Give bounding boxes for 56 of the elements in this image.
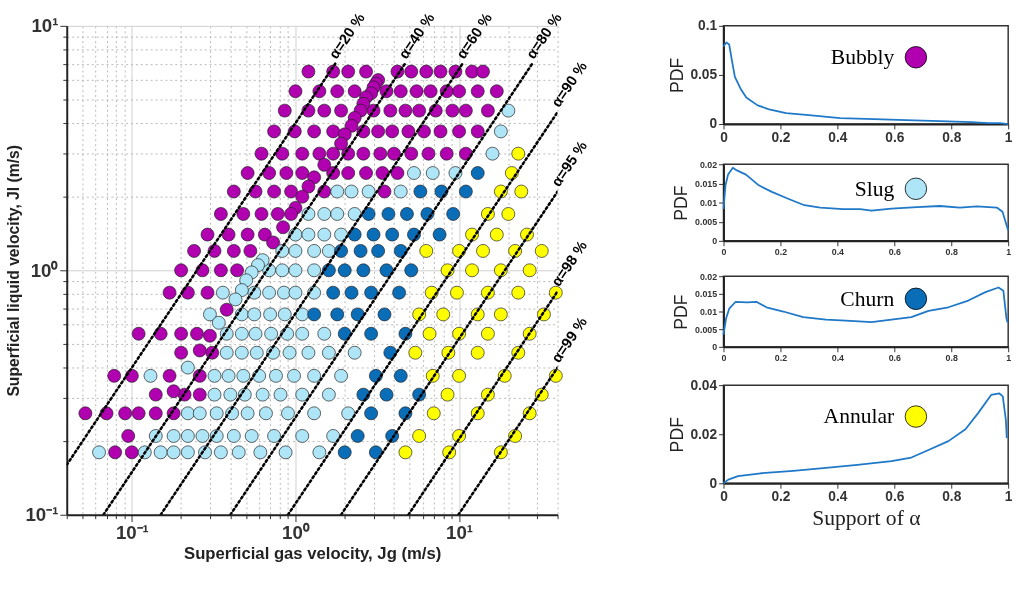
x-tick-label: 1: [1004, 489, 1013, 505]
y-tick-label: 0.005: [695, 324, 718, 335]
y-axis-title: PDF: [666, 57, 687, 94]
x-tick-label: 0: [721, 353, 727, 364]
y-tick-label: 0.01: [699, 306, 718, 317]
annotation: Slug: [854, 176, 895, 201]
y-tick-label: 0.02: [699, 159, 718, 170]
x-axis-title: Support of α: [812, 506, 921, 531]
x-tick-label: 10⁰: [282, 521, 310, 543]
x-tick-label: 0.4: [831, 247, 845, 258]
y-tick-label: 0.02: [699, 271, 718, 282]
x-tick-label: 0.6: [885, 130, 905, 146]
x-tick-label: 10¹: [446, 521, 474, 543]
x-tick-label: 0.2: [771, 130, 791, 146]
y-axis-title: Superficial liquid velocity, Jl (m/s): [4, 144, 22, 397]
x-tick-label: 0.4: [828, 130, 848, 146]
annotation: Churn: [840, 286, 895, 311]
x-tick-label: 1: [1006, 353, 1012, 364]
x-tick-label: 0.8: [942, 489, 962, 505]
y-axis-title: PDF: [671, 294, 692, 330]
x-tick-label: 0.4: [828, 489, 848, 505]
x-tick-label: 1: [1006, 247, 1012, 258]
x-tick-label: 0: [721, 247, 727, 258]
x-tick-label: 0.2: [774, 353, 788, 364]
y-tick-label: 0: [709, 475, 718, 491]
x-tick-label: 0.8: [945, 353, 958, 364]
y-tick-label: 0.005: [695, 217, 718, 228]
x-tick-label: 0.8: [945, 247, 958, 258]
y-tick-label: 0.015: [695, 178, 718, 189]
x-tick-label: 0.2: [771, 489, 791, 505]
y-tick-label: 0: [712, 236, 718, 247]
annotation: Bubbly: [830, 45, 895, 70]
x-axis-title: Superficial gas velocity, Jg (m/s): [184, 544, 442, 564]
y-tick-label: 10⁻¹: [25, 504, 59, 526]
y-axis-title: PDF: [666, 416, 687, 453]
y-tick-label: 0.1: [698, 18, 718, 34]
y-tick-label: 0.02: [690, 426, 718, 442]
y-tick-label: 0: [709, 116, 718, 132]
x-tick-label: 1: [1004, 130, 1013, 146]
y-tick-label: 0.015: [695, 289, 718, 300]
x-tick-label: 0.6: [888, 353, 902, 364]
line-series: [722, 286, 1009, 336]
x-tick-label: 0.6: [885, 489, 905, 505]
x-tick-label: 10⁻¹: [115, 521, 149, 543]
y-tick-label: 0.01: [699, 197, 718, 208]
x-tick-label: 0.6: [888, 247, 902, 258]
x-tick-label: 0.8: [942, 130, 962, 146]
y-tick-label: 0.05: [690, 67, 718, 83]
y-tick-label: 0.04: [690, 377, 718, 393]
y-axis-title: PDF: [671, 185, 692, 221]
annotation: Annular: [823, 404, 895, 429]
line-series: [722, 166, 1010, 232]
y-tick-label: 10¹: [31, 15, 59, 37]
x-tick-label: 0.2: [774, 247, 788, 258]
y-tick-label: 0: [712, 342, 718, 353]
x-tick-label: 0.4: [831, 353, 845, 364]
